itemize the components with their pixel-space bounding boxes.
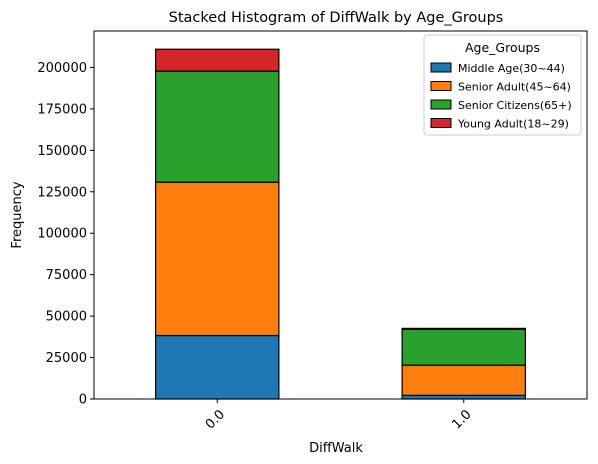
bar-segment: [155, 48, 280, 72]
legend-entry-label: Young Adult(18~29): [457, 118, 569, 131]
y-axis-label: Frequency: [10, 181, 25, 248]
bar-segment: [401, 364, 526, 396]
legend-title: Age_Groups: [465, 40, 540, 55]
x-axis-label: DiffWalk: [309, 441, 363, 456]
bar-segment: [401, 328, 526, 366]
legend-swatch: [430, 81, 452, 91]
legend-entry-label: Senior Citizens(65+): [458, 99, 572, 112]
legend-swatch: [430, 118, 452, 128]
y-tick-label: 25000: [46, 351, 87, 366]
chart-title: Stacked Histogram of DiffWalk by Age_Gro…: [169, 10, 504, 26]
y-tick-label: 100000: [37, 227, 87, 242]
bar-segment: [155, 70, 280, 183]
bar-segment: [401, 327, 526, 330]
bar-segment: [155, 181, 280, 337]
x-tick-label: 0.0: [203, 407, 228, 432]
legend-entry-label: Senior Adult(45~64): [458, 81, 571, 94]
legend-swatch: [430, 62, 452, 73]
y-tick-label: 50000: [46, 310, 87, 325]
y-tick-label: 0: [79, 393, 87, 408]
bar-segment: [155, 334, 280, 400]
y-tick-label: 150000: [37, 144, 87, 159]
x-tick-label: 1.0: [449, 407, 474, 432]
plot-frame: [93, 30, 588, 400]
y-tick-label: 75000: [46, 268, 87, 283]
y-tick-label: 125000: [37, 185, 87, 200]
y-tick-label: 175000: [37, 102, 87, 117]
legend-box: [423, 34, 582, 136]
legend: Age_Groups Middle Age(30~44) Senior Adult(…: [423, 34, 582, 136]
plot-area: 0.0 1.0 0 25000 50000 75000 100000 125000 150000…: [37, 30, 588, 432]
y-tick-label: 200000: [37, 61, 87, 76]
legend-swatch: [430, 99, 452, 110]
legend-entry-label: Middle Age(30~44): [458, 62, 565, 75]
